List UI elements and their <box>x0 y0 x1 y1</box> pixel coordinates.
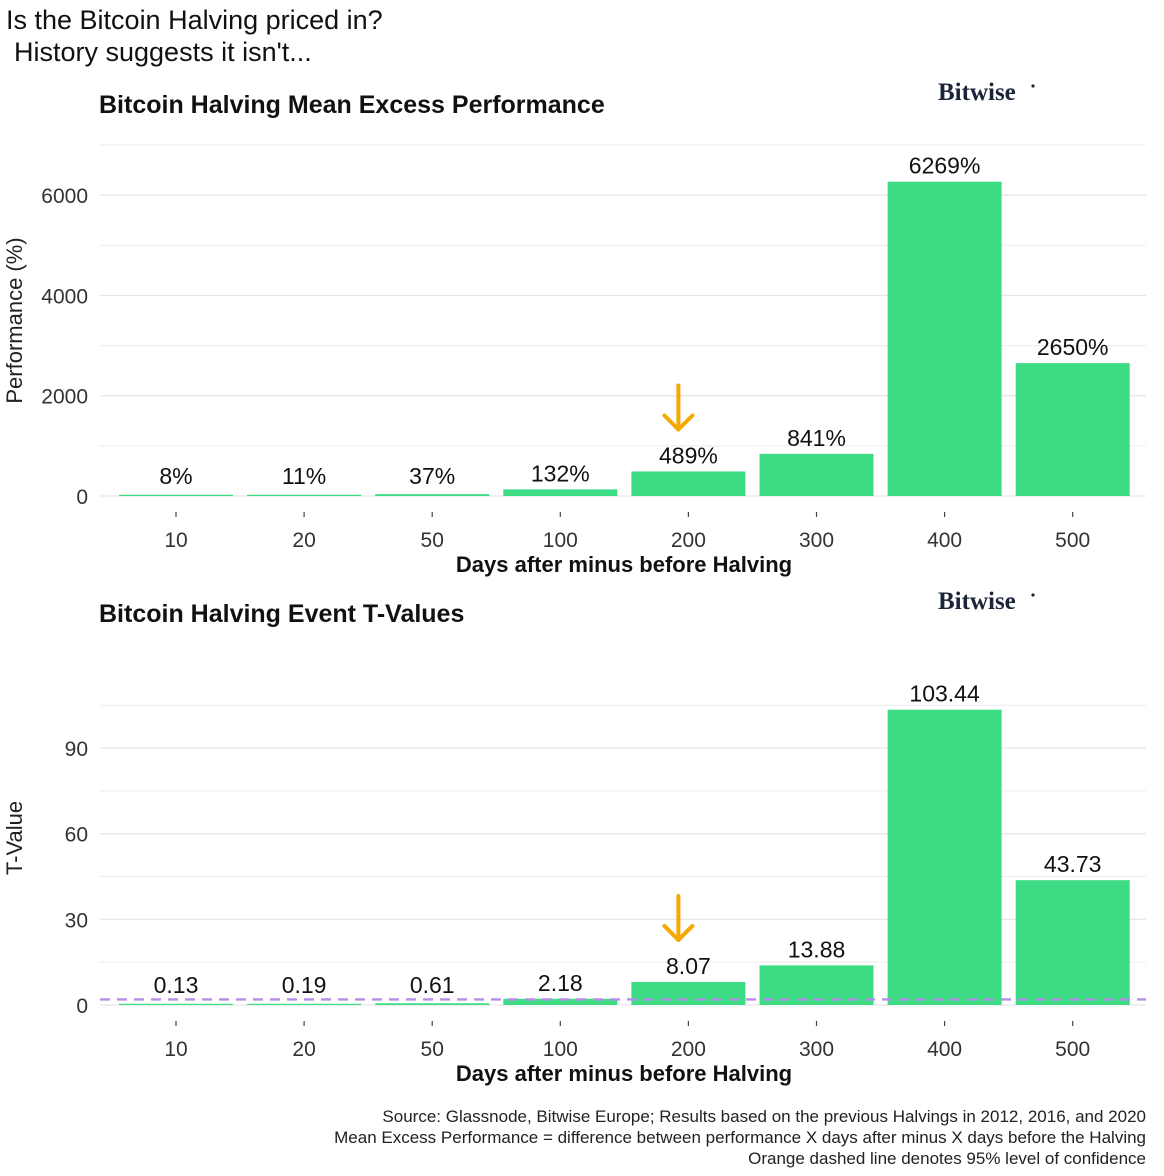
footnote-source: Source: Glassnode, Bitwise Europe; Resul… <box>382 1107 1146 1126</box>
bar <box>503 998 618 1005</box>
bar-value-label: 841% <box>787 425 846 451</box>
highlight-arrow-head <box>662 413 695 432</box>
x-tick-label: 10 <box>164 529 187 552</box>
bar-value-label: 132% <box>531 460 590 486</box>
headline-line-2: History suggests it isn't... <box>14 37 312 67</box>
chart-title: Bitcoin Halving Mean Excess Performance <box>99 91 605 119</box>
x-tick-label: 100 <box>543 529 578 552</box>
bar <box>119 494 233 496</box>
y-tick-label: 90 <box>65 738 88 761</box>
bar <box>887 709 1002 1005</box>
x-axis-label: Days after minus before Halving <box>456 1061 792 1086</box>
bar <box>631 471 746 496</box>
bar-value-label: 8% <box>159 463 192 489</box>
y-tick-label: 6000 <box>41 185 88 208</box>
bar <box>247 1003 362 1005</box>
bar-value-label: 11% <box>282 463 326 489</box>
bar <box>375 1003 490 1005</box>
t-value-chart: Bitcoin Halving Event T-Values Bitwise 0 30… <box>2 588 1146 1086</box>
bar-value-label: 2650% <box>1037 334 1109 360</box>
x-tick-label: 20 <box>292 1038 315 1061</box>
bar <box>1015 880 1130 1005</box>
x-tick-label: 50 <box>421 1038 444 1061</box>
bar <box>759 453 874 496</box>
bar <box>119 1003 233 1005</box>
bar-value-label: 2.18 <box>538 970 583 996</box>
bar-value-label: 37% <box>409 463 455 489</box>
y-tick-label: 2000 <box>41 386 88 409</box>
x-tick-label: 10 <box>164 1038 187 1061</box>
chart-title: Bitcoin Halving Event T-Values <box>99 600 464 628</box>
bar-value-label: 43.73 <box>1044 851 1102 877</box>
bitwise-logo: Bitwise <box>938 80 1016 106</box>
y-axis-label: Performance (%) <box>2 237 27 403</box>
bar <box>887 181 1002 496</box>
highlight-arrow-head <box>662 923 695 942</box>
bar-value-label: 0.61 <box>410 972 455 998</box>
x-tick-label: 500 <box>1055 529 1090 552</box>
footnotes: Source: Glassnode, Bitwise Europe; Resul… <box>334 1106 1146 1169</box>
logo-mark-dot <box>1031 84 1035 88</box>
y-tick-label: 0 <box>76 995 88 1018</box>
x-tick-label: 100 <box>543 1038 578 1061</box>
bar <box>503 489 618 496</box>
y-tick-label: 30 <box>65 909 88 932</box>
bar-value-label: 6269% <box>909 153 981 179</box>
footnote-confidence: Orange dashed line denotes 95% level of … <box>748 1149 1146 1168</box>
headline-line-1: Is the Bitcoin Halving priced in? <box>6 5 383 35</box>
bar-value-label: 8.07 <box>666 953 711 979</box>
x-axis-label: Days after minus before Halving <box>456 552 792 577</box>
x-tick-label: 500 <box>1055 1038 1090 1061</box>
bitwise-logo: Bitwise <box>938 588 1016 615</box>
logo-mark-dot <box>1031 593 1035 597</box>
x-tick-label: 50 <box>421 529 444 552</box>
x-tick-label: 200 <box>671 1038 706 1061</box>
x-tick-label: 200 <box>671 529 706 552</box>
bar <box>375 494 490 496</box>
bar <box>631 981 746 1005</box>
footnote-definition: Mean Excess Performance = difference bet… <box>334 1128 1146 1147</box>
y-tick-label: 0 <box>76 486 88 509</box>
x-tick-label: 400 <box>927 1038 962 1061</box>
bar <box>247 494 362 496</box>
x-tick-label: 300 <box>799 1038 834 1061</box>
y-axis-label: T-Value <box>2 801 27 875</box>
x-tick-label: 300 <box>799 529 834 552</box>
headline: Is the Bitcoin Halving priced in? Histor… <box>6 4 383 68</box>
y-tick-label: 4000 <box>41 285 88 308</box>
bar <box>1015 363 1130 496</box>
bar-value-label: 103.44 <box>909 681 980 707</box>
y-tick-label: 60 <box>65 824 88 847</box>
bar-value-label: 489% <box>659 442 718 468</box>
x-tick-label: 400 <box>927 529 962 552</box>
bar-value-label: 0.13 <box>154 972 199 998</box>
bar-value-label: 13.88 <box>788 936 846 962</box>
bar-value-label: 0.19 <box>282 972 327 998</box>
performance-chart: Bitcoin Halving Mean Excess Performance B… <box>2 80 1146 577</box>
x-tick-label: 20 <box>292 529 315 552</box>
